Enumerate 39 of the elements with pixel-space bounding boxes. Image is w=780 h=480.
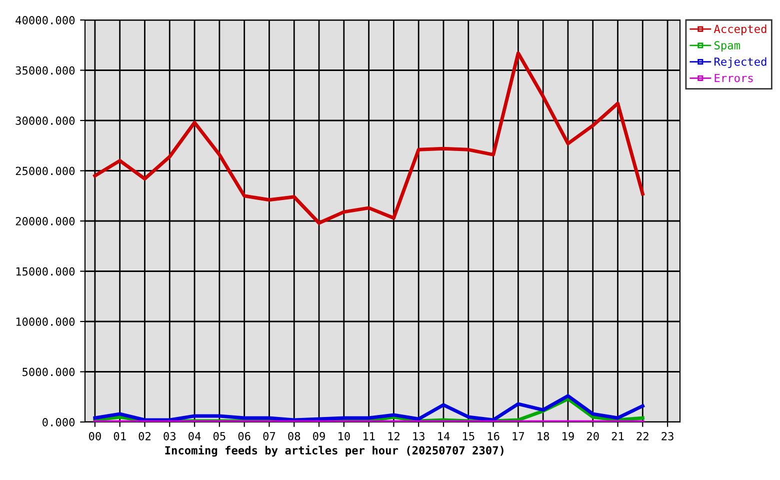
legend-label: Rejected — [714, 57, 766, 68]
x-tick-label: 17 — [512, 432, 524, 440]
x-tick-label: 15 — [463, 432, 474, 440]
x-tick-label: 20 — [587, 432, 599, 440]
y-tick-label: 25000.000 — [16, 166, 75, 176]
y-tick-label: 5000.000 — [22, 368, 75, 376]
x-tick-label: 06 — [238, 432, 250, 440]
legend-label: Errors — [714, 74, 753, 82]
y-tick-label: 40000.000 — [16, 16, 75, 24]
x-tick-label: 01 — [114, 432, 126, 440]
x-tick-label: 05 — [213, 432, 226, 440]
x-tick-label: 08 — [288, 432, 300, 440]
legend-label: Spam — [714, 41, 740, 52]
x-tick-label: 12 — [388, 432, 400, 440]
y-tick-label: 30000.000 — [16, 116, 75, 125]
y-tick-label: 10000.000 — [16, 318, 75, 326]
y-tick-label: 20000.000 — [16, 217, 75, 226]
x-tick-label: 19 — [562, 432, 574, 440]
x-tick-label: 23 — [662, 432, 674, 440]
x-tick-label: 16 — [488, 432, 500, 440]
x-tick-label: 04 — [188, 432, 201, 440]
x-tick-label: 09 — [313, 432, 325, 440]
x-tick-label: 03 — [164, 432, 176, 440]
line-series — [93, 51, 644, 225]
x-tick-label: 18 — [538, 432, 550, 440]
x-tick-label: 07 — [263, 432, 276, 440]
x-tick-label: 10 — [338, 432, 350, 440]
x-tick-label: 21 — [612, 432, 624, 440]
y-tick-label: 35000.000 — [16, 66, 75, 75]
x-tick-label: 14 — [438, 432, 450, 440]
x-axis-title: Incoming feeds by articles per hour (20250707 2307) — [165, 445, 504, 457]
y-tick-label: 0.000 — [42, 418, 75, 426]
y-tick-label: 15000.000 — [16, 267, 75, 276]
x-tick-label: 13 — [413, 432, 424, 440]
x-tick-label: 00 — [88, 432, 101, 440]
x-tick-label: 11 — [363, 432, 375, 440]
x-tick-label: 22 — [636, 432, 648, 440]
legend-label: Accepted — [714, 24, 766, 36]
x-tick-label: 02 — [138, 432, 150, 440]
